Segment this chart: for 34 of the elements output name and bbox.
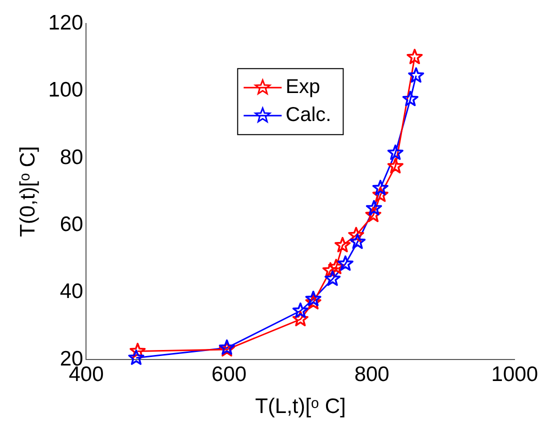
y-tick-label: 40 <box>60 280 84 304</box>
y-tick-label: 120 <box>48 11 84 34</box>
point <box>387 144 404 160</box>
point <box>305 294 322 310</box>
point <box>337 255 354 271</box>
y-tick-label: 80 <box>60 146 84 169</box>
x-tick-label: 800 <box>354 362 390 386</box>
point <box>365 206 382 222</box>
y-tick-label: 100 <box>48 78 84 102</box>
point <box>305 290 322 306</box>
point <box>292 310 308 326</box>
point <box>372 180 388 196</box>
x-tick-label: 600 <box>212 362 247 386</box>
point <box>328 258 344 274</box>
y-tick-label: 60 <box>60 212 84 236</box>
point <box>128 350 144 365</box>
point <box>348 226 364 242</box>
point <box>372 186 388 202</box>
legend-label: Calc. <box>286 104 332 126</box>
point <box>350 234 366 249</box>
point <box>387 158 404 174</box>
x-tick-label: 1000 <box>491 362 538 386</box>
y-axis-title: T(0,t)[ᵒ C] <box>16 146 40 237</box>
point <box>322 262 338 278</box>
point <box>324 270 341 286</box>
point <box>408 67 424 83</box>
point <box>366 200 382 216</box>
x-axis-title: T(L,t)[ᵒ C] <box>255 395 346 418</box>
point <box>402 90 418 106</box>
legend-label: Exp <box>286 76 320 98</box>
point <box>130 342 146 358</box>
point <box>334 236 351 252</box>
point <box>292 302 308 318</box>
point <box>406 48 423 64</box>
